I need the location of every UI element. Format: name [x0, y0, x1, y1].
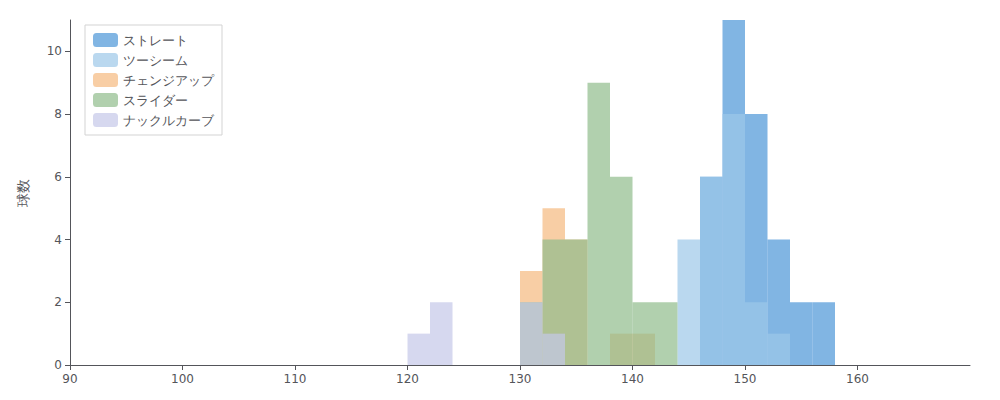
svg-text:ナックルカーブ: ナックルカーブ [123, 113, 215, 128]
svg-text:130: 130 [509, 372, 532, 386]
svg-text:ストレート: ストレート [123, 33, 188, 48]
svg-text:10: 10 [47, 44, 62, 58]
svg-text:スライダー: スライダー [123, 93, 188, 108]
svg-text:球数: 球数 [15, 179, 31, 207]
svg-text:6: 6 [54, 170, 62, 184]
svg-text:8: 8 [54, 107, 62, 121]
svg-text:チェンジアップ: チェンジアップ [123, 73, 215, 88]
svg-text:4: 4 [54, 233, 62, 247]
svg-text:0: 0 [54, 358, 62, 372]
svg-text:120: 120 [396, 372, 419, 386]
svg-text:160: 160 [846, 372, 869, 386]
svg-text:2: 2 [54, 295, 62, 309]
svg-text:150: 150 [734, 372, 757, 386]
svg-text:90: 90 [62, 372, 77, 386]
svg-text:ツーシーム: ツーシーム [123, 53, 188, 68]
svg-text:100: 100 [171, 372, 194, 386]
svg-text:140: 140 [621, 372, 644, 386]
svg-text:110: 110 [284, 372, 307, 386]
